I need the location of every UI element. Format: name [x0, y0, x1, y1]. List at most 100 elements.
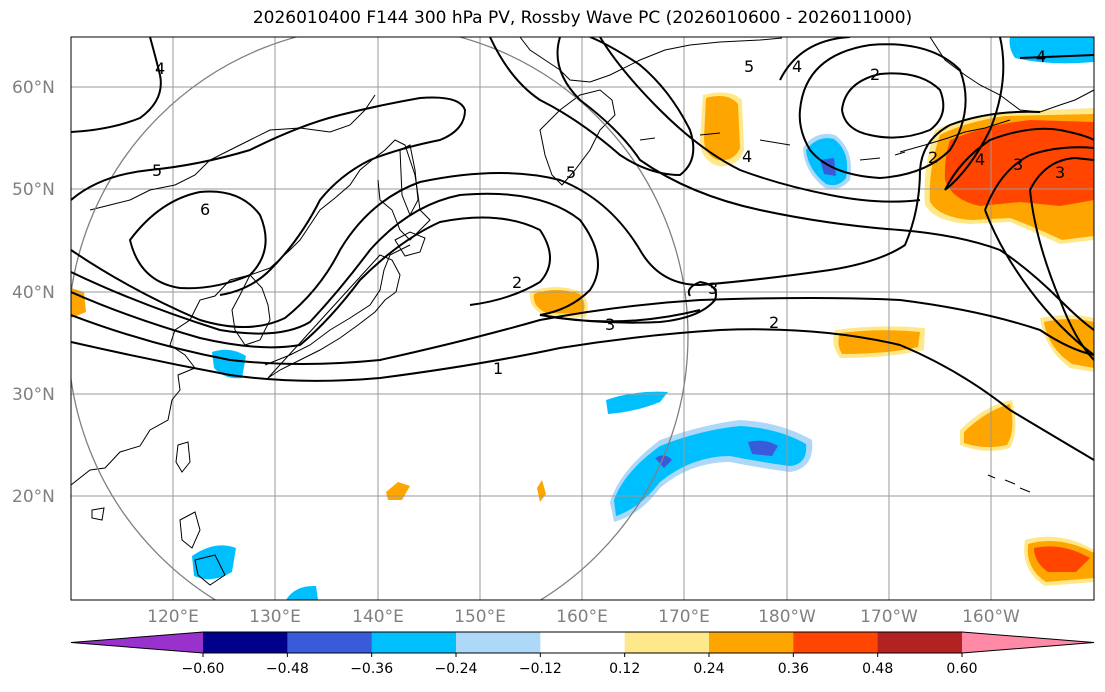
pv-contour-5-east [984, 146, 1094, 356]
contour-label: 6 [200, 200, 210, 219]
longitude-label: 170°W [860, 607, 918, 627]
latitude-label: 60°N [12, 78, 55, 98]
map-title: 2026010400 F144 300 hPa PV, Rossby Wave … [252, 8, 913, 28]
coastline-hawaii [987, 474, 1031, 493]
negative-anomaly-area [192, 545, 236, 580]
contour-label-group: 4 5 6 5 4 2 3 1 2 3 2 5 4 2 4 3 3 4 [152, 47, 1065, 378]
coastline-mongolia-border [89, 94, 376, 211]
negative-anomaly-area [748, 440, 778, 456]
pv-contour-3-ring [798, 43, 967, 180]
contour-label: 5 [152, 161, 162, 180]
coastline-japan [264, 244, 411, 379]
pv-contour-4-ne [1019, 54, 1094, 59]
longitude-label: 150°E [454, 607, 506, 627]
colorbar-tick-label: 0.60 [946, 661, 977, 677]
positive-anomaly-area [71, 288, 86, 318]
pv-contour-4-ring [779, 37, 1005, 191]
longitude-label: 130°E [249, 607, 301, 627]
longitude-label: 140°E [352, 607, 404, 627]
colorbar-segment [287, 632, 373, 653]
colorbar-segment [793, 632, 879, 653]
colorbar-tick-label: 0.36 [778, 661, 809, 677]
coastline-taiwan [175, 441, 191, 473]
coastline-siberia [519, 37, 783, 83]
colorbar-segment [624, 632, 710, 653]
contour-label: 4 [975, 150, 985, 169]
colorbar-segment [877, 632, 963, 653]
latitude-label: 50°N [12, 180, 55, 200]
colorbar-segment [456, 632, 541, 653]
colorbar-segment [540, 632, 626, 653]
positive-anomaly-area [1044, 319, 1094, 368]
pv-contour-2 [71, 297, 1094, 365]
colorbar-tick-label: −0.36 [350, 661, 393, 677]
colorbar-tick-label: 0.12 [609, 661, 640, 677]
graticule [71, 37, 1094, 600]
pv-contour-3-north [599, 37, 921, 203]
colorbar-tick-label: 0.24 [693, 661, 724, 677]
negative-anomaly-area [606, 391, 668, 414]
pv-contours [71, 37, 1094, 461]
colorbar-arrow-high [962, 632, 1094, 653]
latitude-label: 30°N [12, 385, 55, 405]
pv-contour-4 [71, 110, 1041, 328]
contour-label: 1 [493, 359, 503, 378]
reference-circle [71, 37, 689, 600]
colorbar-segment [371, 632, 457, 653]
positive-anomaly-area [1034, 546, 1090, 572]
contour-label: 2 [769, 313, 779, 332]
longitude-label: 160°E [556, 607, 608, 627]
colorbar-tick-label: −0.60 [182, 661, 225, 677]
colorbar-tick-label: −0.24 [435, 661, 478, 677]
colorbar-segment [203, 632, 288, 653]
colorbar-tick-label: 0.48 [862, 661, 893, 677]
anomaly-shading [71, 37, 1094, 600]
longitude-label: 120°E [147, 607, 199, 627]
contour-label: 3 [708, 279, 718, 298]
longitude-label: 170°E [658, 607, 710, 627]
coastline-alaska [929, 37, 1094, 113]
latitude-label: 20°N [12, 487, 55, 507]
negative-anomaly-area [212, 349, 246, 379]
coastline-aleutians [639, 132, 906, 161]
pv-contour-6 [128, 190, 267, 290]
colorbar-tick-label: −0.12 [519, 661, 562, 677]
pv-contour-6-east [1029, 156, 1094, 361]
contour-label: 3 [605, 315, 615, 334]
contour-label: 3 [1055, 163, 1065, 182]
pv-contour-5 [71, 96, 467, 296]
pv-contour-4-north [556, 37, 1094, 331]
contour-label: 5 [566, 163, 576, 182]
negative-anomaly-area [1009, 37, 1094, 64]
pv-contour-3 [71, 192, 717, 335]
latitude-axis: 60°N 50°N 40°N 30°N 20°N [12, 78, 55, 507]
colorbar-arrow-low [71, 632, 203, 653]
contour-label: 2 [512, 273, 522, 292]
coastline-kamchatka [539, 89, 616, 186]
coastline-philippines [179, 511, 226, 586]
positive-anomaly-area [944, 120, 1094, 206]
pv-contour-4-east [944, 127, 1094, 191]
longitude-axis: 120°E 130°E 140°E 150°E 160°E 170°E 180°… [147, 607, 1020, 627]
longitude-label: 160°W [962, 607, 1020, 627]
contour-label: 5 [744, 57, 754, 76]
contour-label: 2 [870, 65, 880, 84]
contour-label: 4 [792, 57, 802, 76]
coastlines [71, 37, 1094, 586]
coastline-alaska-west [899, 119, 1011, 153]
contour-label: 4 [1036, 47, 1046, 66]
contour-label: 4 [155, 59, 165, 78]
colorbar-tick-label: −0.48 [266, 661, 309, 677]
colorbar: −0.60 −0.48 −0.36 −0.24 −0.12 0.12 0.24 0.36 0.4… [70, 631, 1095, 677]
contour-label: 4 [742, 147, 752, 166]
negative-anomaly-area [655, 455, 672, 468]
coastline-korea [231, 274, 271, 346]
longitude-label: 180°W [758, 607, 816, 627]
positive-anomaly-area [533, 290, 585, 314]
coastline-asia [71, 139, 431, 486]
negative-anomaly-area [286, 585, 318, 600]
pv-contour-2-upper [71, 216, 551, 349]
colorbar-segment [709, 632, 794, 653]
positive-anomaly-area [704, 96, 740, 161]
coastline-hokkaido [394, 231, 426, 257]
